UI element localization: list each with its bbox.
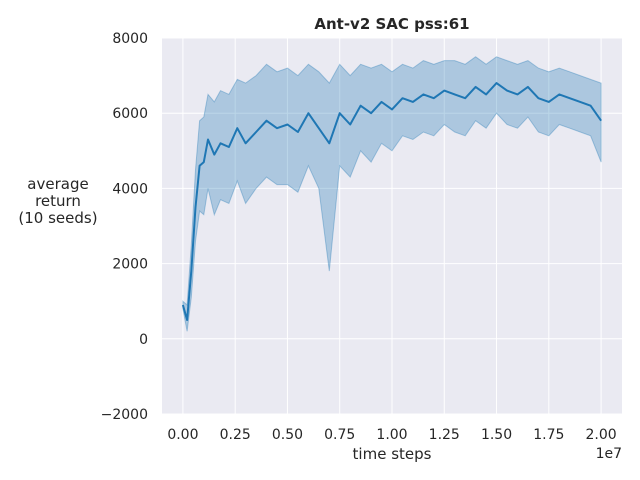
x-tick-label: 1.25 [429, 427, 460, 443]
mean-line [181, 82, 602, 321]
y-tick-label: 2000 [112, 257, 148, 273]
y-tick-label: −2000 [101, 407, 148, 423]
x-tick-label: 0.75 [324, 427, 355, 443]
y-axis-label-line: return [35, 192, 81, 210]
y-axis-label-line: average [27, 175, 88, 193]
x-offset-label: 1e7 [596, 446, 622, 462]
x-tick-label: 1.75 [533, 427, 564, 443]
y-tick-labels: −2000 0 2000 4000 6000 8000 [101, 31, 148, 423]
x-tick-label: 0.50 [272, 427, 303, 443]
y-tick-label: 0 [139, 332, 148, 348]
y-tick-label: 6000 [112, 106, 148, 122]
x-axis-label: time steps [353, 445, 432, 463]
x-tick-label: 2.00 [586, 427, 617, 443]
y-axis-label-line: (10 seeds) [18, 209, 97, 227]
chart-title: Ant-v2 SAC pss:61 [314, 15, 469, 33]
x-tick-label: 1.00 [376, 427, 407, 443]
y-tick-label: 8000 [112, 31, 148, 47]
x-tick-label: 1.50 [481, 427, 512, 443]
x-tick-labels: 0.00 0.25 0.50 0.75 1.00 1.25 1.50 1.75 2.00 [167, 427, 616, 443]
y-tick-label: 4000 [112, 181, 148, 197]
x-gridlines [182, 38, 602, 414]
x-tick-label: 0.00 [167, 427, 198, 443]
x-tick-label: 0.25 [220, 427, 251, 443]
y-axis-label: average return (10 seeds) [18, 175, 97, 227]
